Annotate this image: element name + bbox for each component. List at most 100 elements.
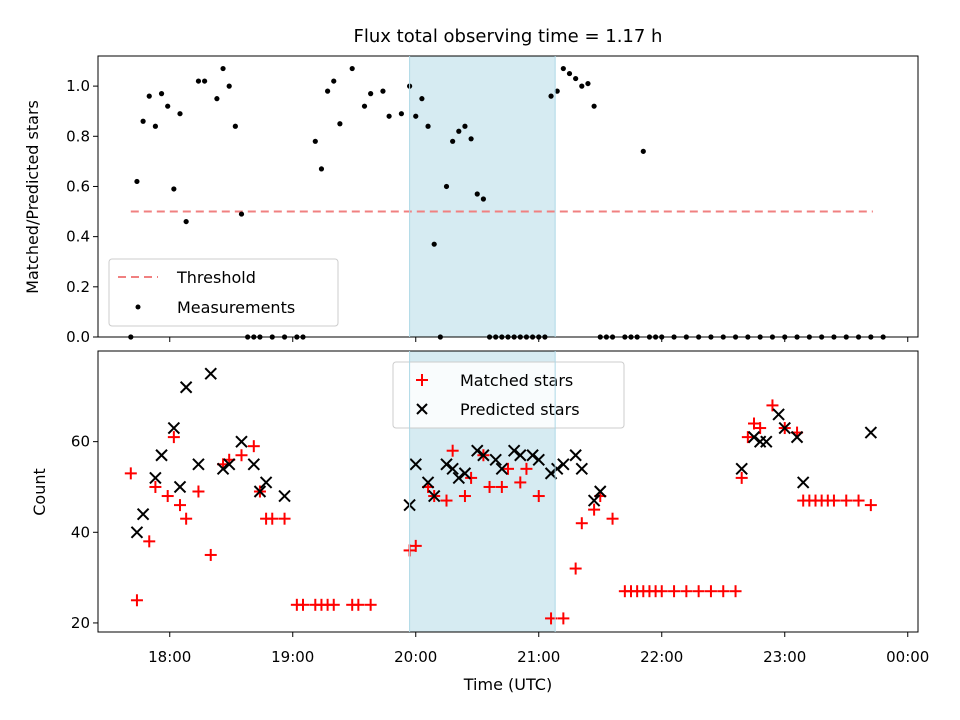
matched-star-marker <box>174 499 186 512</box>
bottom-y-tick-label: 40 <box>71 523 90 541</box>
matched-star-marker <box>446 444 459 457</box>
bottom-y-tick-label: 60 <box>71 433 90 451</box>
matched-star-marker <box>840 494 853 507</box>
matched-star-marker <box>180 512 193 525</box>
bottom-x-tick-label: 21:00 <box>517 648 560 666</box>
matched-star-marker <box>741 431 754 444</box>
measurement-point <box>573 75 579 82</box>
measurement-point <box>554 88 560 94</box>
predicted-star-marker <box>204 367 217 380</box>
predicted-star-marker <box>130 526 144 539</box>
matched-star-marker <box>161 490 174 503</box>
matched-star-marker <box>655 585 668 598</box>
measurement-point <box>202 78 208 84</box>
measurement-point <box>152 123 158 129</box>
measurement-point <box>480 196 486 202</box>
legend-measurements-label: Measurements <box>177 298 295 317</box>
measurement-point <box>413 113 419 119</box>
top-x-axis <box>169 337 909 342</box>
predicted-star-marker <box>446 462 459 476</box>
predicted-star-marker <box>760 435 773 448</box>
matched-star-marker <box>192 485 205 498</box>
measurement-point <box>431 241 437 247</box>
predicted-star-marker <box>864 426 878 439</box>
measurement-point <box>165 103 171 109</box>
measurement-point <box>443 183 450 190</box>
matched-star-marker <box>143 535 156 548</box>
predicted-star-marker <box>155 449 168 462</box>
measurement-point <box>325 88 331 94</box>
measurement-point <box>214 96 220 102</box>
measurement-point <box>585 80 591 87</box>
matched-star-marker <box>440 494 453 507</box>
measurement-point <box>349 65 355 72</box>
predicted-star-marker <box>489 453 502 466</box>
measurement-point <box>312 138 318 144</box>
predicted-star-marker <box>149 471 162 485</box>
legend-predicted-swatch <box>416 403 428 415</box>
predicted-star-marker <box>471 444 484 457</box>
matched-star-marker <box>748 417 760 430</box>
predicted-star-marker <box>427 489 441 503</box>
predicted-star-marker <box>778 421 791 435</box>
matched-star-marker <box>754 422 767 435</box>
measurement-point <box>331 78 337 84</box>
bottom-legend: Matched stars Predicted stars <box>392 361 625 429</box>
matched-star-marker <box>278 512 291 525</box>
predicted-star-marker <box>796 476 810 489</box>
bottom-legend-box <box>392 361 625 429</box>
top-legend: Threshold Measurements <box>108 258 339 327</box>
predicted-star-marker <box>409 458 422 471</box>
predicted-star-marker <box>179 381 193 394</box>
matched-star-marker <box>458 490 471 503</box>
bottom-y-tick-label: 20 <box>71 614 90 632</box>
matched-star-marker <box>327 598 340 611</box>
predicted-star-marker <box>569 449 582 462</box>
measurement-point <box>195 78 202 84</box>
measurement-point <box>337 121 343 127</box>
matched-star-marker <box>735 471 748 484</box>
measurement-point <box>183 218 189 225</box>
matched-star-marker <box>514 476 527 489</box>
top-axes-frame <box>97 55 919 338</box>
matched-star-marker <box>729 585 742 598</box>
matched-star-marker <box>852 494 865 507</box>
predicted-star-marker <box>594 485 607 498</box>
predicted-star-marker <box>253 485 267 498</box>
legend-measurements-swatch <box>135 304 141 310</box>
measurement-point <box>386 113 392 119</box>
matched-star-marker <box>409 539 422 552</box>
predicted-star-marker <box>772 408 785 421</box>
matched-star-marker <box>465 471 478 484</box>
measurement-point <box>398 111 404 117</box>
bottom-x-tick-label: 22:00 <box>640 648 683 666</box>
matched-star-marker <box>483 480 496 493</box>
predicted-star-marker <box>550 462 564 476</box>
predicted-star-marker <box>136 507 150 521</box>
top-y-tick-label: 1.0 <box>66 77 90 95</box>
matched-star-marker <box>235 449 248 462</box>
matched-star-marker <box>130 594 143 607</box>
measurement-point <box>171 186 177 192</box>
matched-star-marker <box>204 548 217 561</box>
bottom-x-axis: 18:00 19:00 20:00 21:00 22:00 23:00 00:00 <box>148 632 929 666</box>
chart-title: Flux total observing time = 1.17 h <box>354 26 663 47</box>
predicted-star-marker <box>173 480 187 494</box>
measurement-point <box>474 191 480 197</box>
top-legend-box <box>108 258 339 327</box>
matched-star-marker <box>266 512 279 525</box>
top-y-tick-label: 0.4 <box>66 228 90 246</box>
measurement-point <box>380 88 386 94</box>
measurement-point <box>238 211 245 217</box>
predicted-star-marker <box>557 458 570 471</box>
bottom-panel: 20 40 60 18:00 19:00 20:00 21:00 22:00 23:00 00:… <box>30 350 929 694</box>
matched-star-marker <box>588 503 601 516</box>
measurement-point <box>368 91 374 97</box>
predicted-star-marker <box>235 435 248 448</box>
matched-star-marker <box>247 440 260 453</box>
measurement-point <box>566 70 573 77</box>
top-y-axis: 0.0 0.2 0.4 0.6 0.8 1.0 <box>66 77 98 346</box>
matched-star-marker <box>606 512 619 525</box>
top-y-tick-label: 0.6 <box>66 177 90 195</box>
matched-star-marker <box>364 598 377 611</box>
